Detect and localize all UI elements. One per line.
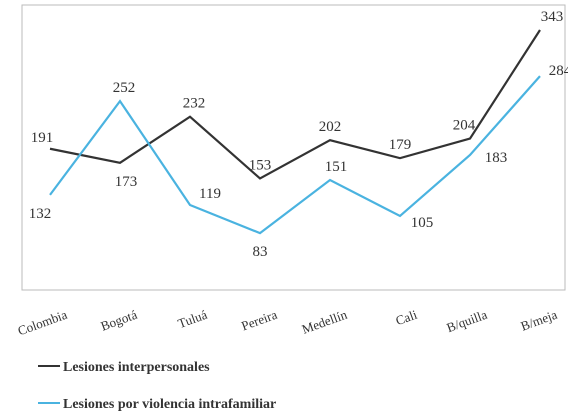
series-line bbox=[49, 75, 541, 235]
x-tick-label: Medellín bbox=[300, 307, 350, 337]
x-tick-label: B/meja bbox=[519, 307, 560, 334]
x-tick-label: Tuluá bbox=[176, 307, 209, 331]
x-tick-label: Pereira bbox=[239, 307, 279, 334]
x-tick-label: Cali bbox=[394, 307, 420, 329]
x-tick-label: Colombia bbox=[16, 307, 70, 339]
data-label: 343 bbox=[541, 9, 564, 25]
data-label: 183 bbox=[485, 150, 508, 166]
legend-label: Lesiones por violencia intrafamiliar bbox=[63, 397, 276, 412]
data-label: 132 bbox=[29, 206, 52, 222]
data-label: 119 bbox=[199, 186, 221, 202]
plot-frame bbox=[21, 4, 566, 291]
x-tick-label: Bogotá bbox=[99, 307, 140, 334]
data-label: 151 bbox=[325, 159, 348, 175]
x-tick-label: B/quilla bbox=[445, 307, 490, 336]
series-line bbox=[49, 29, 541, 180]
data-label: 153 bbox=[249, 157, 272, 173]
data-label: 252 bbox=[113, 80, 136, 96]
data-label: 284 bbox=[549, 63, 568, 79]
data-label: 202 bbox=[319, 119, 342, 135]
data-label: 173 bbox=[115, 174, 138, 190]
legend-label: Lesiones interpersonales bbox=[63, 360, 210, 375]
data-label: 232 bbox=[183, 96, 206, 112]
data-label: 83 bbox=[253, 244, 268, 260]
data-label: 179 bbox=[389, 137, 412, 153]
data-label: 204 bbox=[453, 118, 476, 134]
data-label: 191 bbox=[31, 130, 54, 146]
data-label: 105 bbox=[411, 215, 434, 231]
